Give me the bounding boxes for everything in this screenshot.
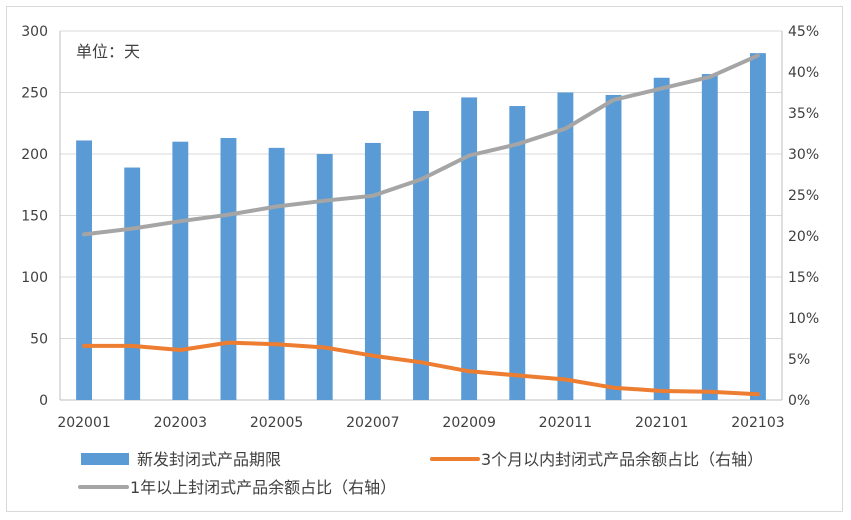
bar [509,106,526,400]
bar [220,138,237,400]
line-series-1y [82,53,760,237]
y-left-tick-label: 300 [21,24,48,40]
bar [605,94,622,401]
x-tick-label: 202009 [442,415,495,431]
y-right-tick-label: 35% [788,106,819,122]
bar [364,142,381,400]
y-right-tick-label: 25% [788,188,819,204]
y-right-tick-label: 10% [788,311,819,327]
bar [172,141,189,400]
bar [749,53,766,400]
y-left-tick-label: 200 [21,147,48,163]
y-right-tick-label: 45% [788,24,819,40]
y-right-tick-label: 5% [788,352,810,368]
y-right-tick-label: 30% [788,147,819,163]
y-left-tick-label: 50 [30,332,48,348]
y-right-tick-label: 40% [788,65,819,81]
y-left-tick-label: 250 [21,86,48,102]
x-tick-label: 202101 [635,415,688,431]
x-tick-label: 202005 [250,415,303,431]
legend-label: 1年以上封闭式产品余额占比（右轴） [130,478,396,497]
legend-swatch-bar [81,453,129,465]
y-right-tick-label: 15% [788,270,819,286]
x-tick-label: 202011 [539,415,592,431]
bar [701,74,718,401]
y-left-tick-label: 0 [39,393,48,409]
bar [461,97,478,401]
y-left-tick-label: 100 [21,270,48,286]
bar [557,92,574,400]
bar [76,140,93,400]
x-tick-label: 202001 [57,415,110,431]
bar [653,77,670,401]
bar [316,154,333,400]
bar [268,147,285,400]
legend-label: 3个月以内封闭式产品余额占比（右轴） [481,450,763,469]
y-right-tick-label: 20% [788,229,819,245]
x-tick-label: 202007 [346,415,399,431]
y-left-tick-label: 150 [21,209,48,225]
x-tick-label: 202103 [731,415,784,431]
bar [124,167,141,400]
unit-label: 单位：天 [76,42,140,61]
x-tick-label: 202003 [154,415,207,431]
bar [413,110,429,400]
y-right-tick-label: 0% [788,393,810,409]
line-series-3m [82,340,760,397]
legend-label: 新发封闭式产品期限 [137,450,281,469]
